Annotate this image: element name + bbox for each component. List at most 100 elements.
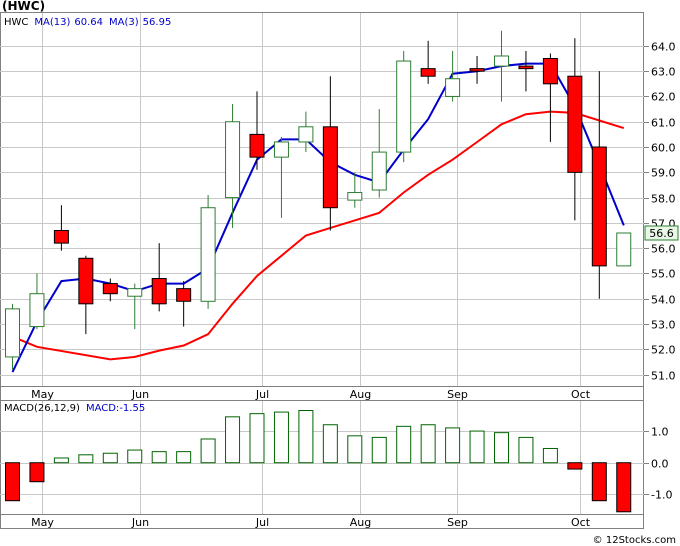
candle-body	[200, 207, 216, 302]
candle-body	[127, 288, 143, 297]
candle-body	[567, 75, 583, 173]
price-tick-label: 54.0	[651, 294, 676, 307]
price-tick-label: 64.0	[651, 41, 676, 54]
macd-bar	[469, 430, 485, 464]
price-tick-label: 63.0	[651, 66, 676, 79]
macd-bar	[371, 436, 387, 464]
candle	[5, 303, 20, 370]
macd-bar	[29, 462, 45, 483]
month-label: May	[31, 516, 54, 529]
candle	[200, 195, 216, 309]
macd-bar	[200, 438, 216, 464]
legend-ticker: HWC	[4, 17, 28, 28]
macd-bar	[176, 451, 192, 464]
candle	[29, 273, 45, 330]
price-tick-label: 51.0	[651, 370, 676, 383]
macd-bar	[616, 462, 632, 513]
legend-ma13-value: 60.64	[74, 17, 103, 28]
macd-bar	[151, 451, 167, 464]
last-price-value: 56.6	[649, 227, 674, 240]
candle-body	[542, 58, 558, 85]
macd-bar	[567, 462, 583, 470]
month-label: Oct	[571, 516, 591, 529]
candle-body	[53, 229, 69, 244]
candle-body	[420, 68, 436, 77]
candlestick-series	[5, 30, 632, 370]
macd-bar	[494, 432, 509, 464]
month-label: Jul	[255, 516, 269, 529]
candle-body	[591, 146, 607, 267]
price-tick-label: 52.0	[651, 344, 676, 357]
price-tick-label: 53.0	[651, 319, 676, 332]
macd-legend-label: MACD(26,12,9)	[4, 403, 80, 414]
macd-panel	[0, 400, 644, 529]
macd-bar	[591, 462, 607, 502]
candle	[591, 71, 607, 299]
chart-title: (HWC)	[2, 0, 45, 13]
macd-bar	[347, 435, 363, 464]
candle-body	[518, 65, 534, 70]
candle	[542, 53, 558, 142]
ma13-line	[11, 62, 625, 373]
candle	[445, 50, 461, 102]
month-label: Sep	[447, 516, 468, 529]
candle	[225, 104, 241, 228]
month-label: Jul	[255, 388, 269, 401]
candle	[249, 91, 265, 170]
candle	[396, 50, 412, 163]
month-label: Sep	[447, 388, 468, 401]
macd-bar	[102, 452, 118, 464]
price-y-axis: 51.052.053.054.055.056.057.058.059.060.0…	[644, 41, 676, 383]
macd-bar	[53, 457, 69, 464]
macd-bar	[518, 436, 534, 464]
watermark: © 12Stocks.com	[593, 535, 676, 546]
candle	[53, 205, 69, 251]
candle	[469, 55, 485, 84]
month-label: Oct	[571, 388, 591, 401]
price-tick-label: 55.0	[651, 268, 676, 281]
moving-average-lines	[11, 62, 625, 373]
candle-body	[616, 232, 632, 267]
price-legend: HWC MA(13) 60.64 MA(3) 56.95	[4, 17, 171, 28]
macd-bar	[542, 447, 558, 464]
legend-ma3-label: MA(3)	[109, 17, 139, 28]
price-tick-label: 61.0	[651, 117, 676, 130]
macd-bar	[249, 413, 265, 464]
candle	[78, 255, 94, 335]
macd-bar	[445, 427, 461, 464]
candle	[567, 38, 583, 221]
candle	[518, 50, 534, 92]
price-tick-label: 60.0	[651, 142, 676, 155]
macd-legend: MACD(26,12,9) MACD:-1.55	[4, 403, 145, 414]
candle	[347, 172, 363, 208]
macd-bar	[396, 425, 412, 464]
price-tick-label: 59.0	[651, 167, 676, 180]
month-label: Jun	[131, 516, 149, 529]
price-tick-label: 58.0	[651, 193, 676, 206]
macd-bar	[5, 462, 20, 502]
month-label: Aug	[350, 388, 371, 401]
legend-ma3-value: 56.95	[143, 17, 172, 28]
candle-body	[298, 126, 314, 143]
macd-legend-value: -1.55	[119, 403, 145, 414]
candle-body	[347, 192, 363, 201]
candle-body	[371, 151, 387, 191]
candle-body	[78, 257, 94, 305]
candle	[298, 111, 314, 153]
macd-tick-label: 0.0	[651, 458, 669, 471]
candle-body	[469, 68, 485, 72]
legend-ma13-label: MA(13)	[34, 17, 70, 28]
last-price-tag: 56.6	[644, 225, 679, 241]
month-label: Jun	[131, 388, 149, 401]
candle	[102, 278, 118, 302]
price-grid	[0, 13, 644, 386]
price-tick-label: 56.0	[651, 243, 676, 256]
candle-body	[494, 55, 509, 67]
candle	[273, 136, 289, 218]
price-tick-label: 62.0	[651, 91, 676, 104]
candle	[371, 109, 387, 198]
candle-body	[5, 308, 20, 358]
candle	[151, 243, 167, 312]
candle-body	[176, 288, 192, 302]
